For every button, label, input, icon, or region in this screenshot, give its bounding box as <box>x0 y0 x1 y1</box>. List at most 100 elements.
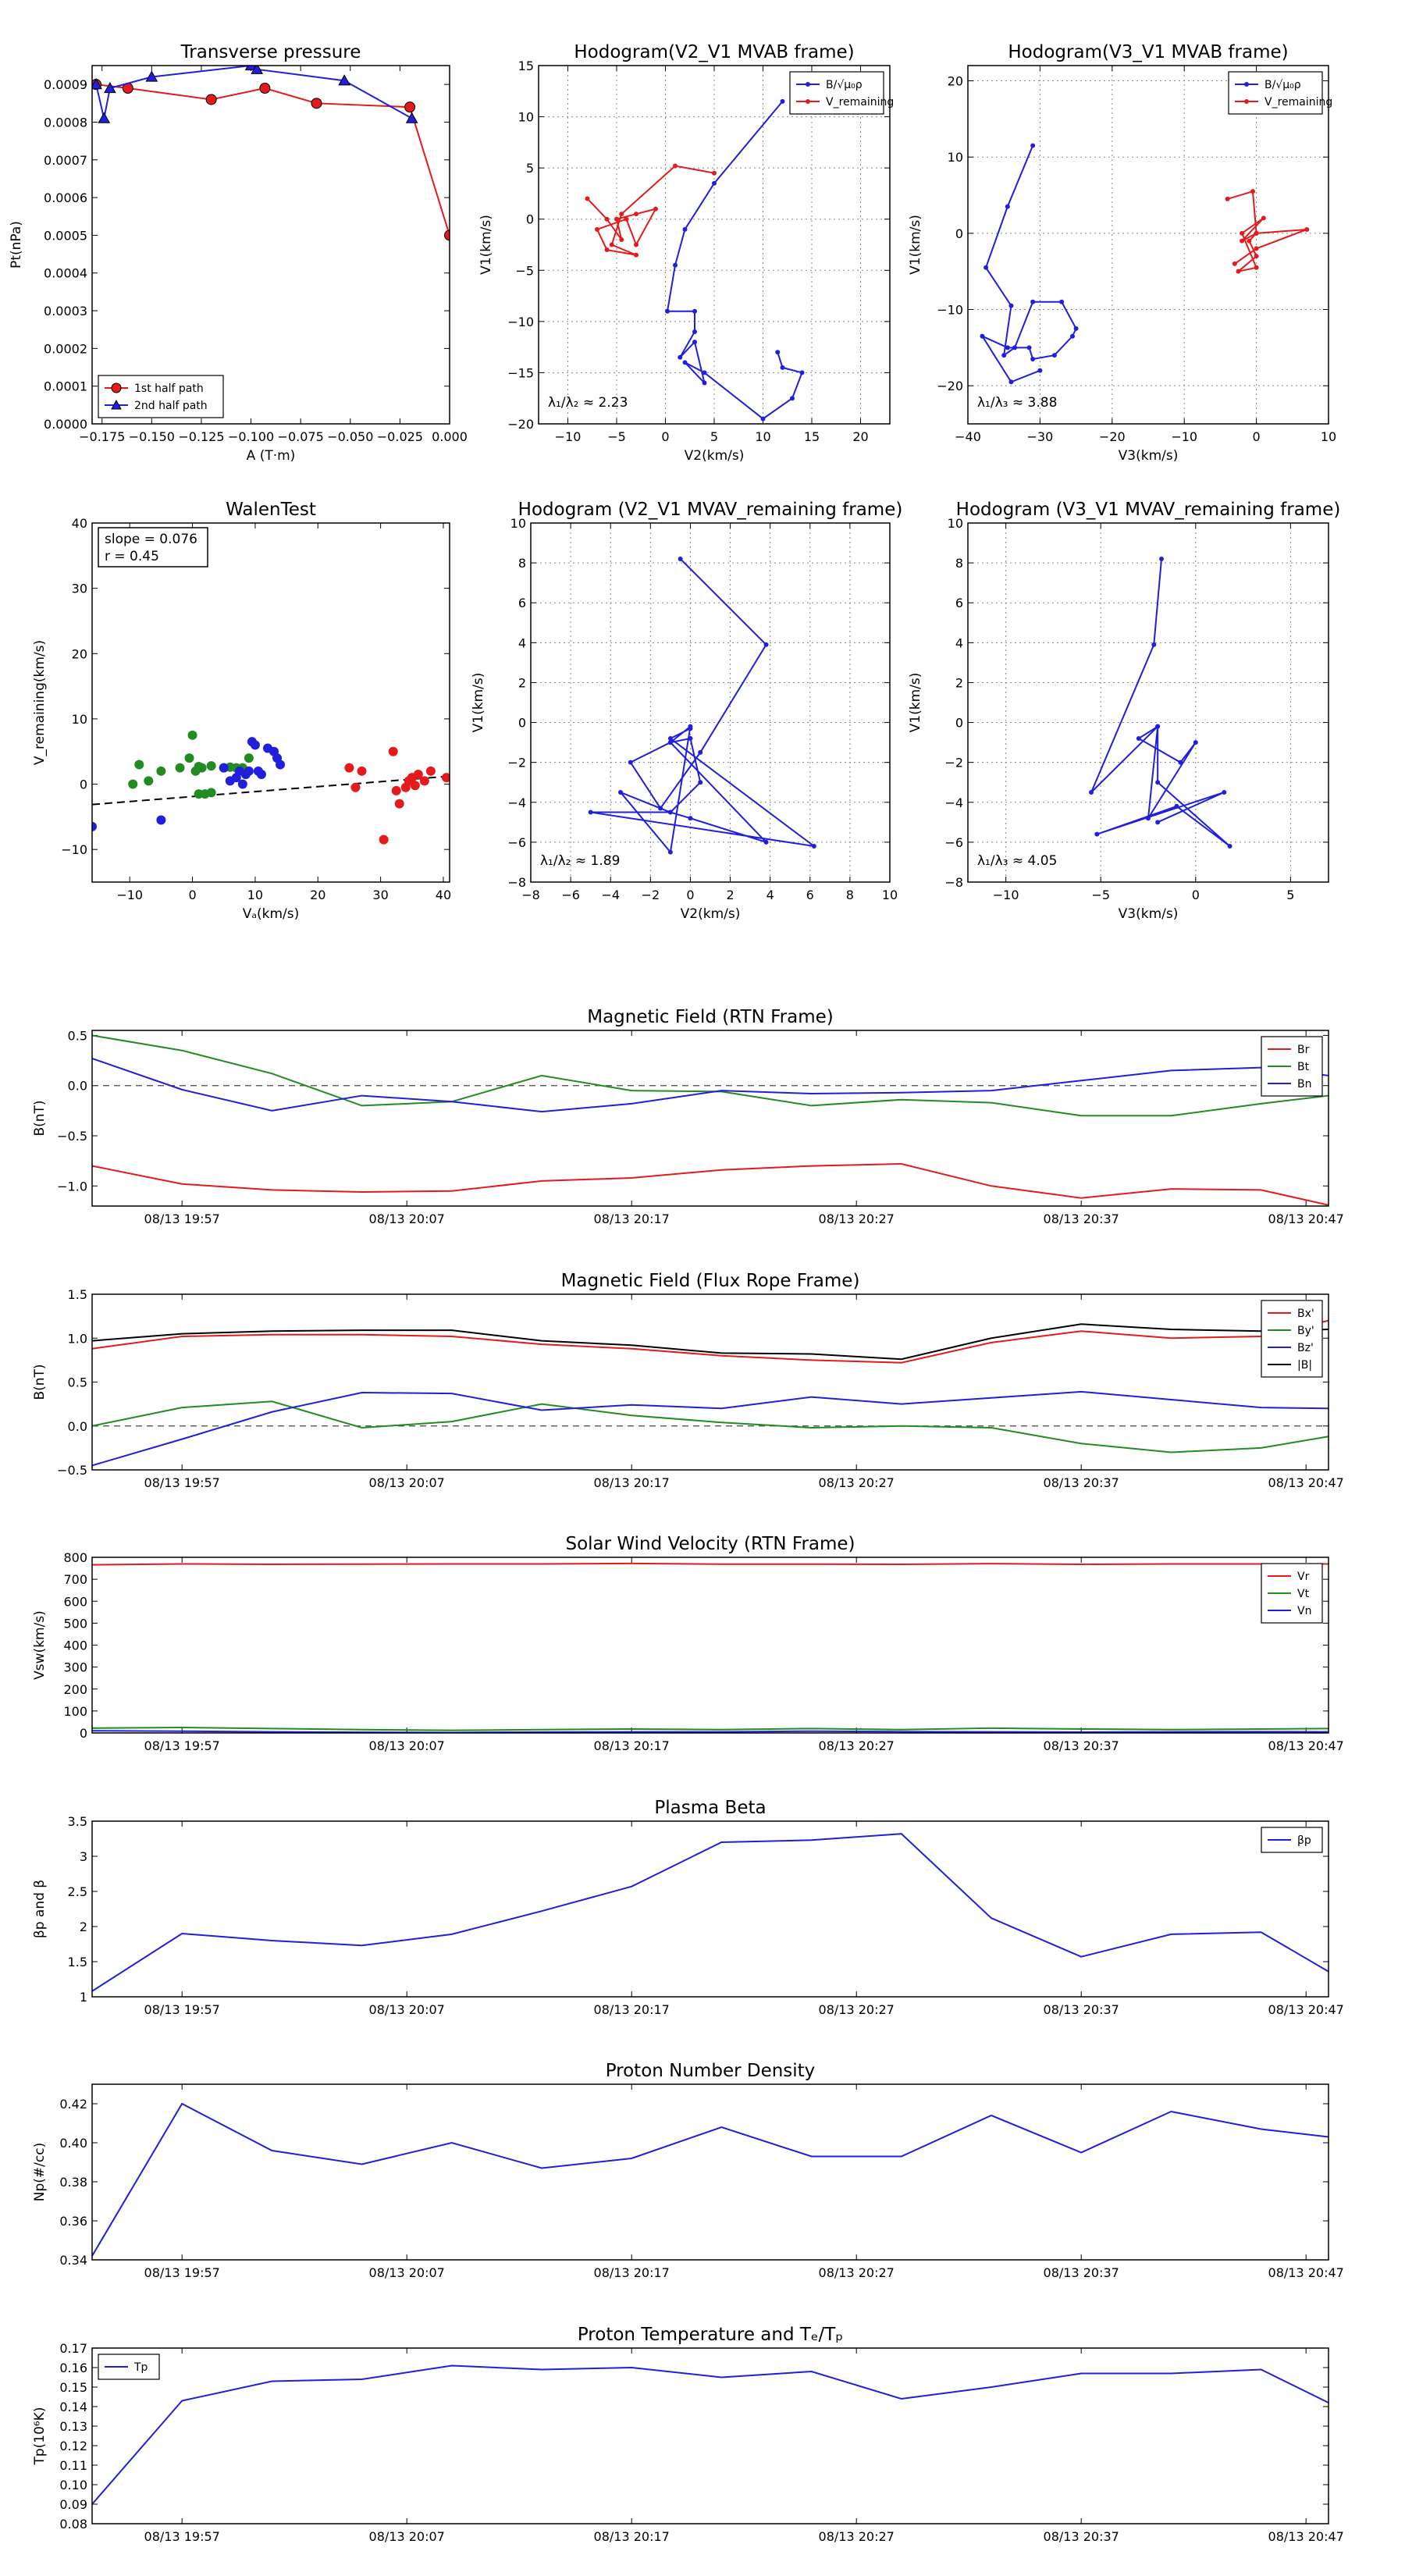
series-by--line <box>92 1400 1329 1453</box>
data-point <box>237 779 247 789</box>
x-axis-label: A (T·m) <box>247 448 296 464</box>
x-tick-label: 20 <box>852 429 868 444</box>
y-tick-label: 700 <box>63 1572 87 1587</box>
x-tick-label: −0.150 <box>129 429 175 444</box>
x-tick-label: 08/13 20:27 <box>819 1738 895 1753</box>
y-tick-label: 4 <box>518 635 526 650</box>
legend-label: Bx' <box>1297 1308 1314 1320</box>
x-tick-label: 0 <box>686 888 694 902</box>
data-point <box>394 799 404 809</box>
y-axis-label: Tp(10⁶K) <box>32 2407 48 2465</box>
data-point <box>1236 269 1241 274</box>
y-tick-label: −10 <box>61 842 87 857</box>
x-tick-label: −10 <box>116 888 143 902</box>
data-point <box>1178 760 1183 765</box>
y-tick-label: −10 <box>507 315 534 329</box>
y-tick-label: −5 <box>515 263 534 278</box>
y-axis-label: V1(km/s) <box>471 673 486 733</box>
x-tick-label: −0.075 <box>278 429 324 444</box>
data-point <box>811 844 816 849</box>
y-tick-label: 0.0009 <box>44 77 87 92</box>
chart-hodogram_v3v1_mvab: Hodogram(V3_V1 MVAB frame) −40 −30 −20 −10 0 1… <box>908 42 1336 464</box>
data-point <box>604 247 610 253</box>
data-point <box>702 380 707 386</box>
plot-frame <box>91 522 450 883</box>
x-tick-label: −10 <box>555 429 582 444</box>
y-tick-label: 20 <box>72 646 87 661</box>
y-tick-label: 20 <box>948 74 963 89</box>
plot-area <box>585 98 805 422</box>
legend-label: Bt <box>1297 1061 1310 1073</box>
series-bz--line <box>92 1390 1329 1467</box>
x-tick-label: 08/13 20:07 <box>369 2265 445 2280</box>
data-point <box>1008 303 1014 308</box>
data-point <box>92 821 97 831</box>
data-point <box>980 333 985 339</box>
data-point <box>311 98 322 109</box>
y-tick-label: 0.38 <box>59 2175 87 2190</box>
series-2nd-half-path-line <box>95 66 413 119</box>
y-tick-label: 6 <box>518 596 526 610</box>
plot-frame <box>538 65 891 425</box>
x-tick-label: 08/13 20:17 <box>594 2529 670 2544</box>
x-tick-label: 0 <box>1192 888 1200 902</box>
plot-area <box>92 2364 1329 2505</box>
data-point <box>678 557 683 561</box>
legend-box <box>1261 1036 1323 1097</box>
series-0-line <box>1090 558 1231 847</box>
data-point <box>688 726 693 731</box>
legend-box <box>98 375 224 418</box>
x-tick-label: 08/13 20:17 <box>594 2265 670 2280</box>
y-tick-label: −8 <box>507 875 526 890</box>
series--b--line <box>92 1323 1329 1361</box>
data-point <box>1254 230 1259 236</box>
legend: Vr Vt Vn <box>1261 1563 1323 1624</box>
data-point <box>682 360 688 365</box>
x-tick-label: −5 <box>1091 888 1110 902</box>
y-axis-label: V1(km/s) <box>908 215 923 275</box>
x-tick-label: 08/13 20:37 <box>1044 1738 1119 1753</box>
data-point <box>1146 816 1151 821</box>
x-tick-label: 8 <box>846 888 854 902</box>
x-tick-label: 08/13 20:37 <box>1044 1212 1119 1226</box>
y-axis-label: Np(#/cc) <box>32 2143 48 2201</box>
plot-area <box>92 1319 1329 1467</box>
y-tick-label: 0.16 <box>59 2361 87 2375</box>
data-point <box>692 340 697 345</box>
data-point <box>187 730 197 740</box>
y-tick-label: 0.0006 <box>44 190 87 205</box>
y-tick-label: 40 <box>72 516 87 531</box>
data-point <box>775 350 781 355</box>
data-point <box>609 242 614 247</box>
legend-label: |B| <box>1297 1359 1312 1372</box>
y-tick-label: 2.5 <box>68 1884 87 1899</box>
x-tick-label: 08/13 19:57 <box>144 2529 220 2544</box>
chart-hodogram_v2v1_mvab: Hodogram(V2_V1 MVAB frame) −10 −5 0 5 10 15 20 −… <box>478 42 894 464</box>
series-bx--line <box>92 1319 1329 1364</box>
legend: B/√μ₀ρ V_remaining <box>1228 71 1332 115</box>
legend-label: Br <box>1297 1044 1310 1056</box>
legend-marker <box>806 99 810 104</box>
plot-frame <box>91 1293 1329 1471</box>
x-tick-label: 15 <box>804 429 820 444</box>
y-axis-label: Vsw(km/s) <box>32 1610 48 1680</box>
y-tick-label: 0 <box>80 777 87 792</box>
data-point <box>259 82 271 94</box>
data-point <box>1247 238 1252 244</box>
plot-frame <box>91 2083 1329 2261</box>
data-point <box>338 74 350 86</box>
legend-label: Vn <box>1297 1605 1311 1617</box>
y-tick-label: 10 <box>518 110 534 125</box>
data-point <box>219 763 229 773</box>
data-point <box>1304 226 1310 232</box>
y-tick-label: 0.09 <box>59 2497 87 2512</box>
x-tick-label: 10 <box>247 888 263 902</box>
y-tick-label: 10 <box>948 150 963 165</box>
plot-frame <box>530 522 891 883</box>
x-tick-label: −40 <box>955 429 981 444</box>
y-tick-label: −6 <box>507 835 526 850</box>
x-axis-label: V2(km/s) <box>685 448 745 464</box>
x-tick-label: 08/13 19:57 <box>144 1738 220 1753</box>
x-tick-label: 08/13 20:27 <box>819 2529 895 2544</box>
legend-label: βp <box>1297 1834 1311 1847</box>
